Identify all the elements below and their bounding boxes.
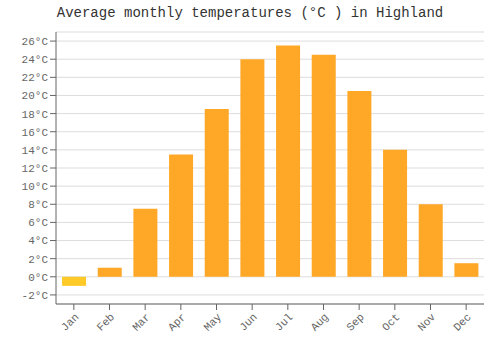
svg-text:-2°C: -2°C [22,290,49,302]
svg-text:10°C: 10°C [22,181,49,193]
svg-text:Dec: Dec [451,311,473,333]
svg-text:Aug: Aug [309,311,331,333]
svg-text:18°C: 18°C [22,109,49,121]
svg-text:Jul: Jul [273,311,295,333]
svg-text:12°C: 12°C [22,163,49,175]
svg-text:26°C: 26°C [22,36,49,48]
svg-text:20°C: 20°C [22,90,49,102]
svg-text:4°C: 4°C [28,235,48,247]
svg-text:24°C: 24°C [22,54,49,66]
svg-text:6°C: 6°C [28,217,48,229]
svg-text:Jan: Jan [59,311,81,333]
svg-text:16°C: 16°C [22,127,49,139]
svg-text:0°C: 0°C [28,272,48,284]
html-text:Average monthly temperatures (: Average monthly temperatures (°C ) in Hi… [56,5,444,21]
svg-text:Jun: Jun [237,311,259,333]
svg-text:May: May [202,311,225,334]
svg-text:22°C: 22°C [22,72,49,84]
svg-text:Feb: Feb [95,311,117,333]
svg-text:Sep: Sep [344,311,366,333]
svg-text:Nov: Nov [416,311,439,334]
svg-text:Mar: Mar [130,311,152,333]
svg-text:Oct: Oct [380,311,402,333]
svg-text:8°C: 8°C [28,199,48,211]
svg-text:14°C: 14°C [22,145,49,157]
svg-text:2°C: 2°C [28,254,48,266]
svg-text:Apr: Apr [166,311,188,333]
